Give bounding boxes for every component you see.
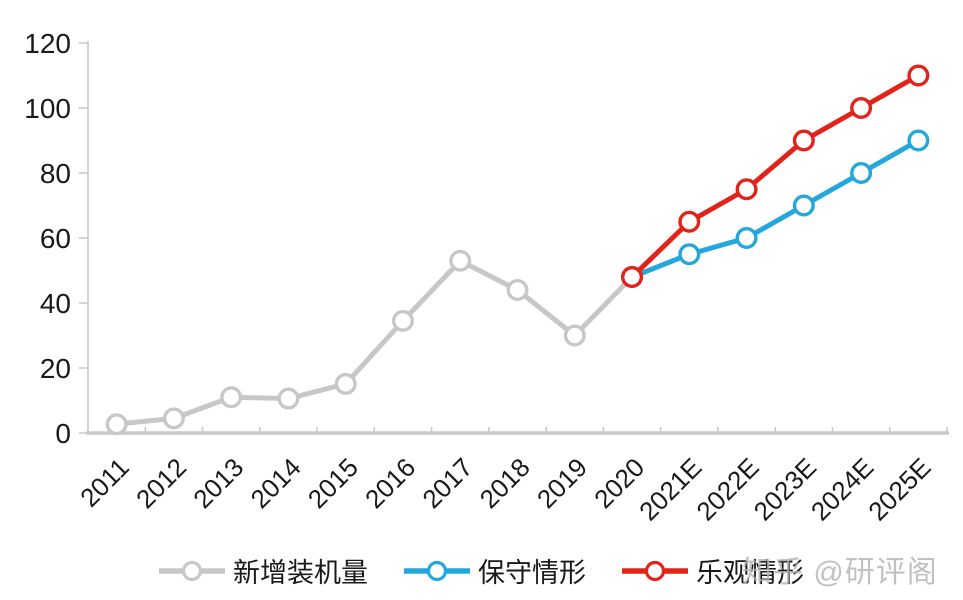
y-tick-label: 0 bbox=[55, 418, 71, 449]
data-point-保守情形 bbox=[907, 129, 930, 152]
y-tick-label: 80 bbox=[40, 158, 71, 189]
data-point-新增装机量 bbox=[334, 372, 357, 395]
legend-marker-icon bbox=[404, 560, 470, 581]
data-point-新增装机量 bbox=[220, 386, 243, 409]
data-point-新增装机量 bbox=[277, 387, 300, 410]
x-tick-label: 2014 bbox=[245, 452, 307, 514]
data-point-保守情形 bbox=[678, 243, 701, 266]
data-point-乐观情形 bbox=[850, 96, 873, 119]
data-point-乐观情形 bbox=[678, 210, 701, 233]
x-tick-label: 2017 bbox=[416, 452, 478, 514]
data-point-新增装机量 bbox=[563, 324, 586, 347]
series-line-新增装机量 bbox=[114, 258, 635, 427]
data-point-保守情形 bbox=[735, 226, 758, 249]
data-point-乐观情形 bbox=[735, 178, 758, 201]
data-point-乐观情形 bbox=[621, 266, 644, 289]
x-tick-label: 2019 bbox=[531, 452, 593, 514]
y-tick-label: 60 bbox=[40, 223, 71, 254]
x-tick-label: 2011 bbox=[74, 452, 135, 513]
legend-label: 保守情形 bbox=[478, 558, 586, 588]
legend-marker-icon bbox=[622, 560, 688, 581]
series-line-乐观情形 bbox=[629, 73, 921, 280]
legend-label: 新增装机量 bbox=[233, 558, 368, 588]
x-tick-label: 2012 bbox=[130, 452, 192, 514]
x-tick-label: 2023E bbox=[748, 452, 822, 526]
y-tick-label: 20 bbox=[40, 353, 71, 384]
legend-item-乐观情形: 乐观情形 bbox=[622, 551, 804, 590]
data-point-新增装机量 bbox=[105, 413, 128, 436]
x-tick-label: 2024E bbox=[805, 452, 879, 526]
legend-label: 乐观情形 bbox=[696, 558, 804, 588]
x-tick-label: 2021E bbox=[633, 452, 707, 526]
legend-marker-icon bbox=[159, 560, 225, 581]
y-tick-label: 100 bbox=[24, 93, 71, 124]
data-point-新增装机量 bbox=[391, 309, 414, 332]
legend-item-新增装机量: 新增装机量 bbox=[159, 551, 368, 590]
series-line-保守情形 bbox=[629, 138, 921, 280]
x-tick-label: 2018 bbox=[474, 452, 536, 514]
data-point-乐观情形 bbox=[792, 129, 815, 152]
x-tick-label: 2022E bbox=[690, 452, 764, 526]
y-tick-label: 40 bbox=[40, 288, 71, 319]
data-point-新增装机量 bbox=[162, 407, 185, 430]
x-tick-label: 2013 bbox=[187, 452, 249, 514]
x-tick-label: 2025E bbox=[862, 452, 936, 526]
legend-item-保守情形: 保守情形 bbox=[404, 551, 586, 590]
x-tick-label: 2015 bbox=[302, 452, 364, 514]
data-point-新增装机量 bbox=[506, 279, 529, 302]
data-point-保守情形 bbox=[792, 194, 815, 217]
y-tick-label: 120 bbox=[24, 28, 71, 59]
data-point-新增装机量 bbox=[449, 249, 472, 272]
x-tick-label: 2016 bbox=[359, 452, 421, 514]
data-point-乐观情形 bbox=[907, 64, 930, 87]
legend: 新增装机量 保守情形 乐观情形 bbox=[0, 551, 963, 590]
data-point-保守情形 bbox=[850, 161, 873, 184]
